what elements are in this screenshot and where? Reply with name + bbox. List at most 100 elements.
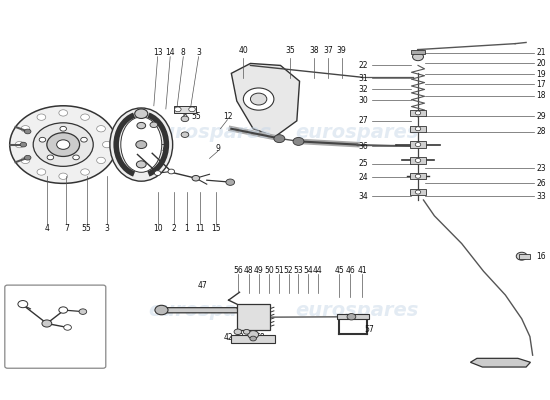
- Text: 50: 50: [47, 291, 57, 300]
- Bar: [410, 157, 426, 164]
- Circle shape: [243, 88, 274, 110]
- Circle shape: [181, 116, 189, 122]
- Circle shape: [47, 155, 54, 160]
- Text: 13: 13: [153, 48, 162, 57]
- Text: 6: 6: [183, 112, 188, 120]
- Text: 34: 34: [359, 192, 369, 200]
- Circle shape: [415, 127, 421, 131]
- Bar: [232, 334, 275, 342]
- Text: eurospares: eurospares: [295, 123, 419, 142]
- Text: 55: 55: [82, 224, 91, 233]
- Text: 54: 54: [303, 266, 312, 275]
- Circle shape: [59, 307, 68, 313]
- Circle shape: [155, 171, 161, 176]
- Text: 47: 47: [198, 281, 208, 290]
- Circle shape: [37, 114, 46, 120]
- Text: 5: 5: [151, 130, 156, 139]
- FancyBboxPatch shape: [5, 285, 106, 368]
- Text: 31: 31: [359, 74, 369, 82]
- Text: 51: 51: [274, 266, 284, 275]
- Circle shape: [24, 155, 31, 160]
- Circle shape: [243, 330, 250, 334]
- Text: 12: 12: [223, 112, 232, 120]
- Circle shape: [516, 252, 527, 260]
- Circle shape: [102, 142, 111, 148]
- Text: 21: 21: [537, 48, 546, 57]
- Circle shape: [274, 135, 285, 143]
- Circle shape: [73, 155, 79, 160]
- Circle shape: [21, 157, 30, 164]
- Text: 22: 22: [359, 61, 368, 70]
- Circle shape: [57, 140, 70, 149]
- Bar: [410, 189, 426, 195]
- Circle shape: [97, 157, 106, 164]
- Circle shape: [59, 173, 68, 180]
- Circle shape: [155, 305, 168, 315]
- Bar: [174, 106, 196, 113]
- Circle shape: [21, 126, 30, 132]
- Circle shape: [39, 137, 46, 142]
- Text: eurospares: eurospares: [148, 123, 271, 142]
- Text: 36: 36: [359, 142, 369, 151]
- Circle shape: [234, 329, 241, 334]
- Text: 43: 43: [235, 333, 244, 342]
- Bar: [411, 50, 425, 54]
- Text: 45: 45: [334, 266, 344, 275]
- Text: 26: 26: [537, 179, 546, 188]
- Circle shape: [347, 314, 356, 320]
- Text: 4: 4: [45, 224, 50, 233]
- Text: 17: 17: [537, 80, 546, 89]
- Text: 18: 18: [537, 91, 546, 100]
- Ellipse shape: [121, 117, 162, 172]
- Text: 27: 27: [359, 116, 369, 125]
- Text: 56: 56: [233, 266, 243, 275]
- Circle shape: [226, 179, 235, 185]
- Text: 3: 3: [104, 224, 109, 233]
- Text: Old solution: Old solution: [29, 358, 82, 367]
- Text: 19: 19: [537, 70, 546, 79]
- Text: 53: 53: [294, 266, 304, 275]
- Text: 33: 33: [536, 192, 546, 200]
- Text: 15: 15: [211, 224, 221, 233]
- Text: 52: 52: [76, 291, 86, 300]
- Text: 48: 48: [17, 291, 26, 300]
- Bar: [410, 110, 426, 116]
- Text: 20: 20: [537, 59, 546, 68]
- Circle shape: [18, 300, 28, 308]
- Circle shape: [59, 110, 68, 116]
- Text: 52: 52: [284, 266, 294, 275]
- Text: 24: 24: [359, 172, 369, 182]
- Text: 25: 25: [359, 159, 369, 168]
- Circle shape: [181, 132, 189, 138]
- Circle shape: [81, 114, 90, 120]
- Bar: [337, 314, 369, 319]
- Text: 46: 46: [345, 266, 355, 275]
- Circle shape: [415, 111, 421, 115]
- Circle shape: [15, 142, 24, 148]
- Text: 28: 28: [537, 128, 546, 136]
- Circle shape: [174, 107, 181, 112]
- Polygon shape: [470, 358, 530, 367]
- Circle shape: [79, 309, 87, 314]
- Circle shape: [248, 331, 258, 338]
- Text: 39: 39: [337, 46, 346, 55]
- Text: 7: 7: [64, 224, 69, 233]
- Circle shape: [33, 123, 94, 166]
- Text: 40: 40: [239, 46, 248, 55]
- Circle shape: [293, 138, 304, 145]
- Circle shape: [20, 142, 26, 147]
- Text: 32: 32: [359, 85, 369, 94]
- Text: 49: 49: [34, 291, 44, 300]
- Text: 48: 48: [244, 266, 254, 275]
- Circle shape: [136, 141, 147, 148]
- Text: 10: 10: [153, 224, 162, 233]
- Ellipse shape: [110, 108, 173, 181]
- Circle shape: [137, 122, 146, 129]
- Circle shape: [64, 325, 72, 330]
- Circle shape: [47, 133, 80, 156]
- Text: eurospares: eurospares: [148, 301, 271, 320]
- Polygon shape: [232, 64, 300, 137]
- Text: 3: 3: [196, 48, 201, 57]
- Text: 44: 44: [313, 266, 322, 275]
- Text: 55: 55: [191, 112, 201, 120]
